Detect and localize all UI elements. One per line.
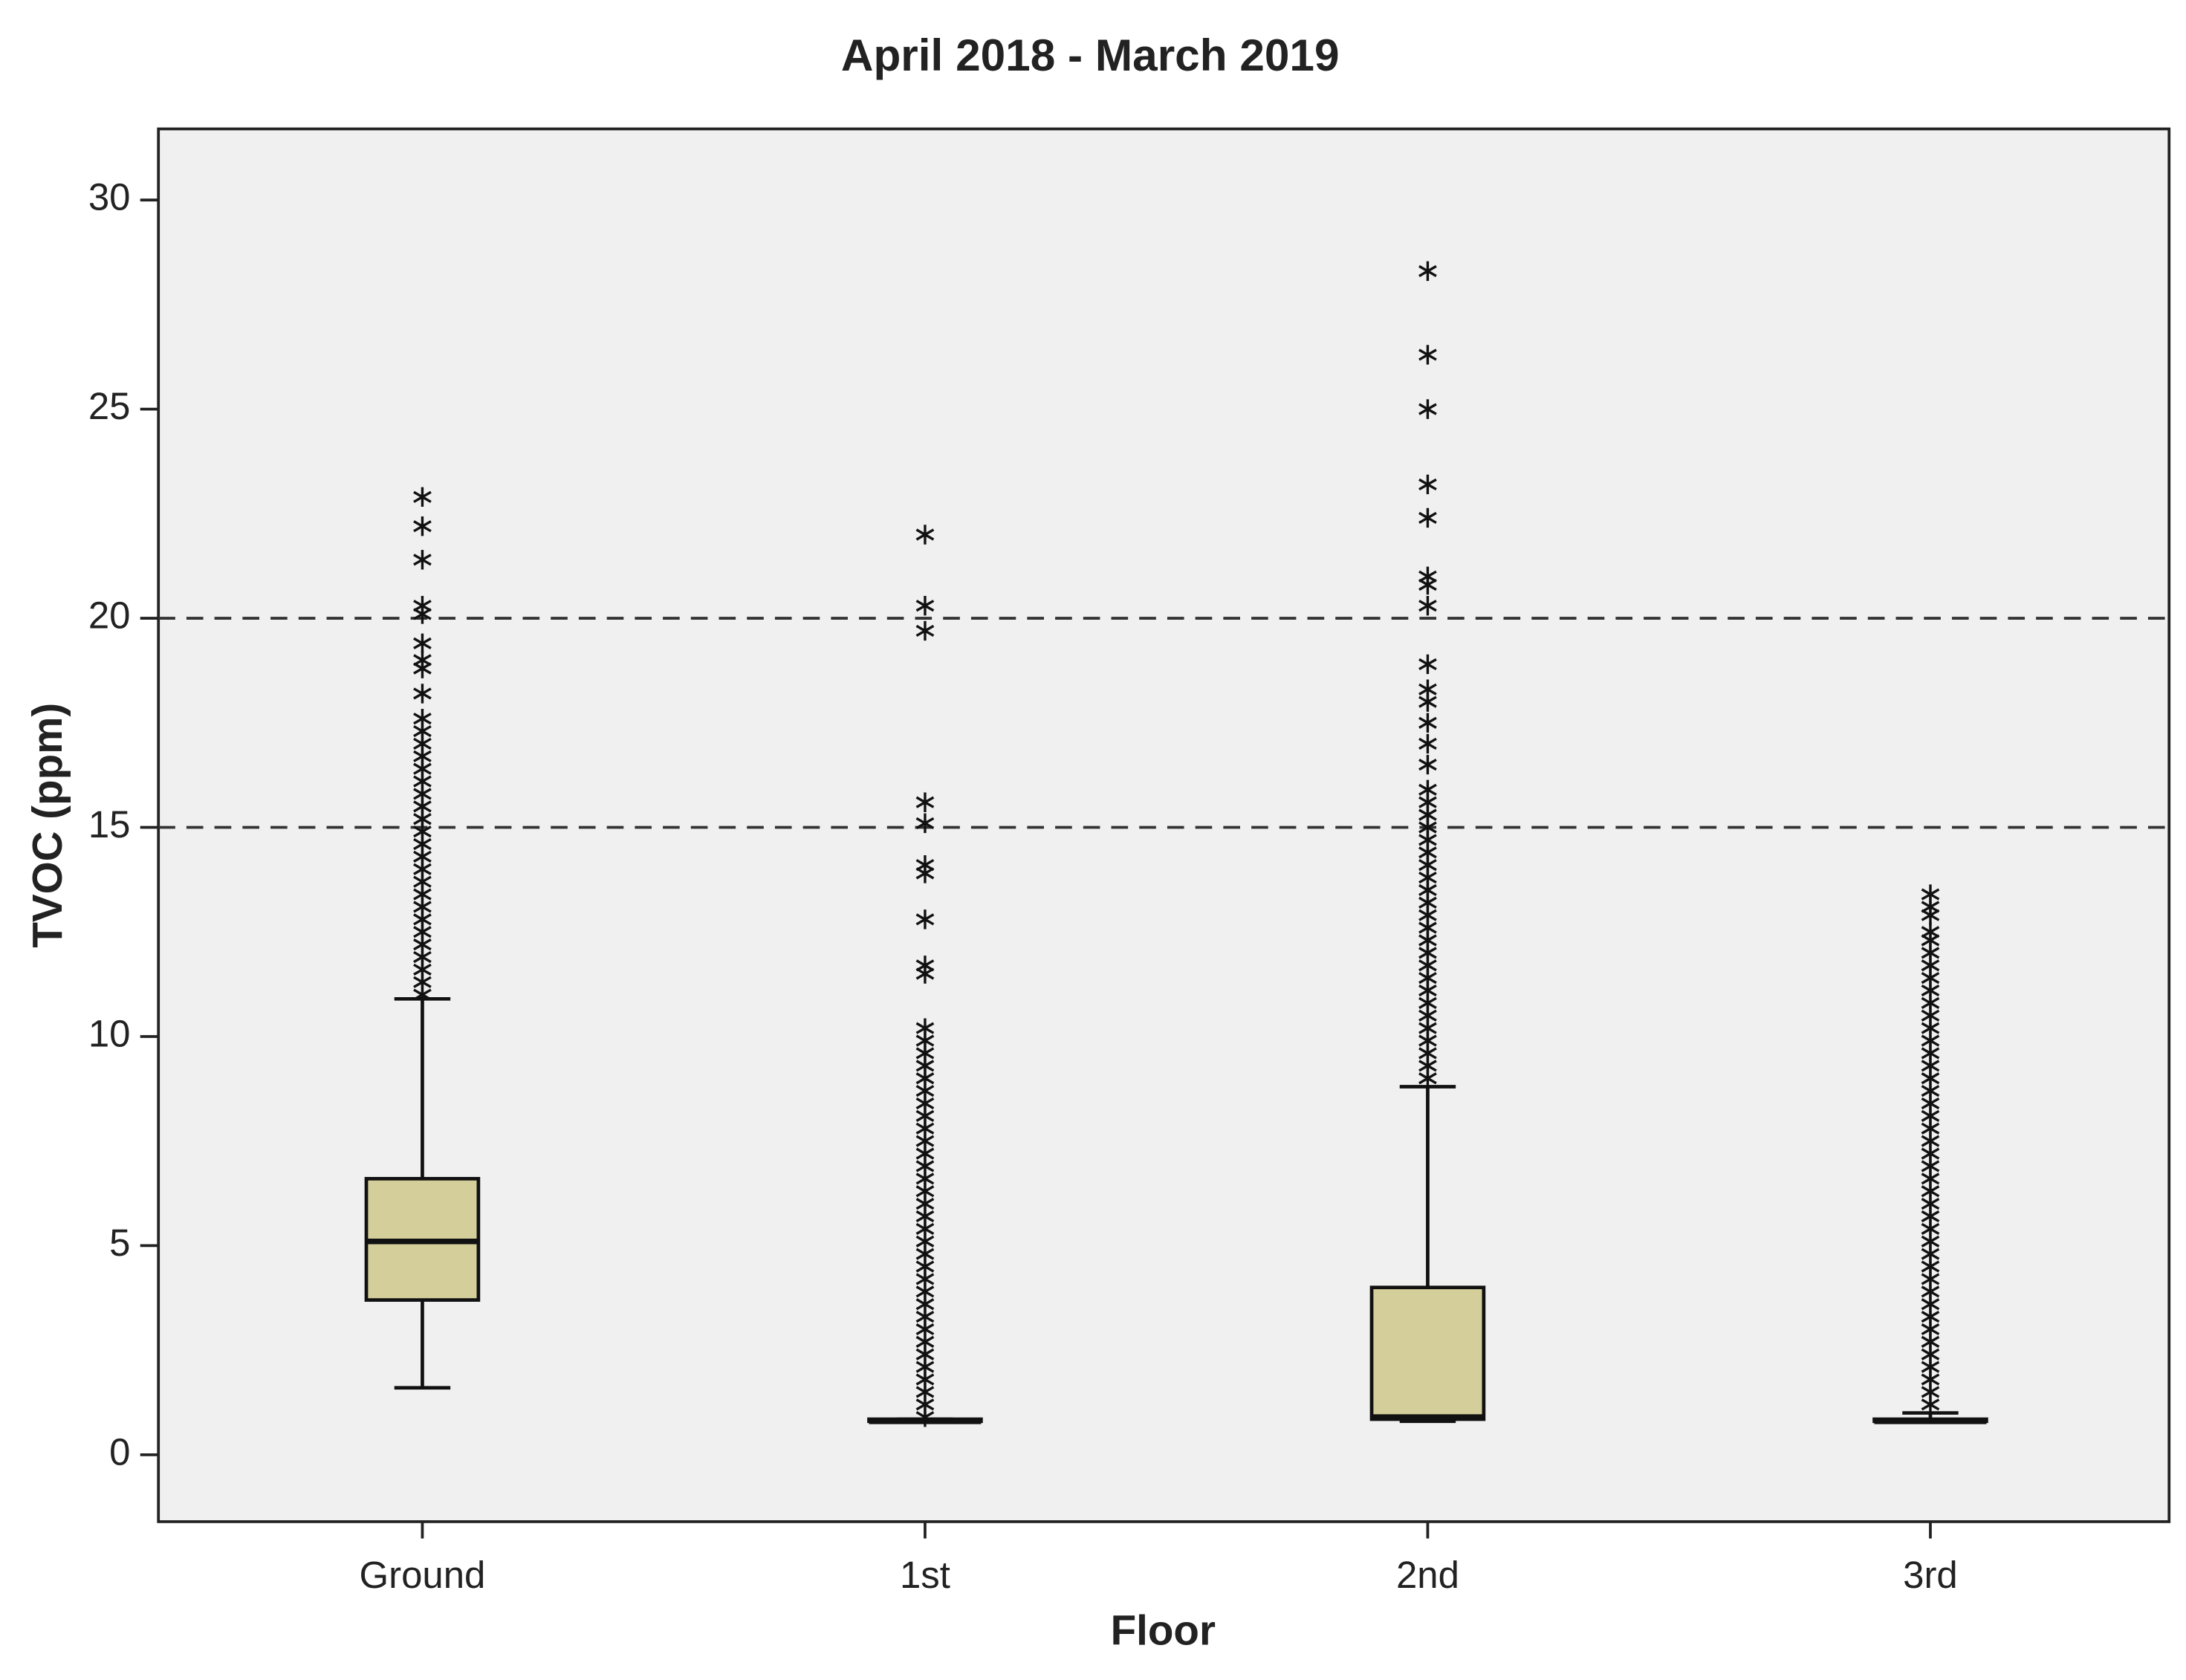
- outlier: [1418, 566, 1437, 586]
- outlier: [1418, 595, 1437, 616]
- box: [1369, 1285, 1486, 1421]
- y-tick-label: 15: [88, 803, 131, 846]
- outlier: [1418, 779, 1437, 800]
- outlier: [1418, 654, 1437, 675]
- outlier: [413, 633, 432, 654]
- y-tick-label: 5: [109, 1222, 130, 1264]
- outlier: [413, 595, 432, 616]
- outlier: [1921, 884, 1940, 904]
- plot-area: [157, 127, 2171, 1523]
- outlier: [1418, 345, 1437, 365]
- chart-title: April 2018 - March 2019: [841, 30, 1340, 80]
- outlier: [915, 909, 935, 930]
- y-tick-label: 30: [88, 176, 131, 218]
- outlier: [413, 684, 432, 704]
- outlier: [915, 1018, 935, 1038]
- outlier: [1418, 713, 1437, 733]
- outlier: [413, 550, 432, 570]
- y-tick-label: 25: [88, 385, 131, 427]
- outlier: [413, 650, 432, 670]
- x-axis-label: Floor: [1111, 1607, 1216, 1654]
- x-tick-label: Ground: [360, 1554, 486, 1596]
- outlier: [1921, 922, 1940, 942]
- outlier: [413, 708, 432, 729]
- outlier: [915, 792, 935, 812]
- x-tick-label: 3rd: [1903, 1554, 1958, 1596]
- x-tick-label: 1st: [900, 1554, 950, 1596]
- outlier: [915, 956, 935, 976]
- outlier: [1418, 679, 1437, 699]
- outlier: [915, 525, 935, 545]
- outlier: [915, 813, 935, 834]
- y-axis-label: TVOC (ppm): [24, 703, 71, 948]
- outlier: [915, 620, 935, 641]
- outlier: [1418, 754, 1437, 775]
- y-tick-label: 0: [109, 1430, 130, 1473]
- outlier: [413, 516, 432, 536]
- x-tick-label: 2nd: [1396, 1554, 1459, 1596]
- outlier: [1418, 399, 1437, 419]
- outlier: [1418, 733, 1437, 754]
- outlier: [413, 487, 432, 507]
- outlier: [1418, 507, 1437, 528]
- outlier: [1418, 474, 1437, 495]
- outlier: [915, 595, 935, 616]
- outlier: [915, 854, 935, 875]
- y-tick-label: 10: [88, 1012, 131, 1054]
- outlier: [1418, 261, 1437, 282]
- y-tick-label: 20: [88, 594, 131, 637]
